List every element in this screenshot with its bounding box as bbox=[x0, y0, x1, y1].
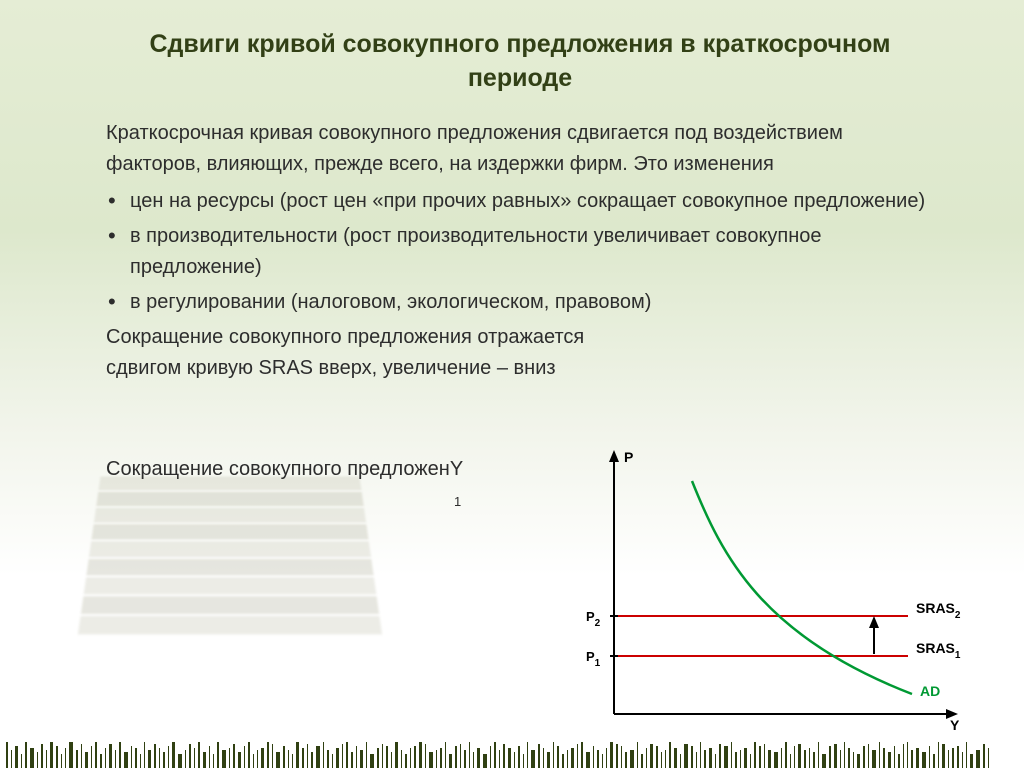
slide-content: Сдвиги кривой совокупного предложения в … bbox=[0, 0, 1024, 768]
caption-y-sub: 1 bbox=[454, 494, 461, 509]
ad-curve bbox=[692, 481, 912, 694]
x-axis-label: Y bbox=[950, 717, 960, 730]
list-item: в производительности (рост производитель… bbox=[130, 221, 934, 283]
ad-label: AD bbox=[920, 683, 940, 699]
sras1-label: SRAS1 bbox=[916, 640, 961, 661]
y-axis-label: P bbox=[624, 449, 633, 465]
caption-text: Сокращение совокупного предложен bbox=[106, 458, 450, 480]
p1-label: P1 bbox=[586, 649, 601, 669]
slide-title: Сдвиги кривой совокупного предложения в … bbox=[106, 28, 934, 96]
summary-paragraph: Сокращение совокупного предложения отраж… bbox=[106, 322, 586, 384]
bullet-list: цен на ресурсы (рост цен «при прочих рав… bbox=[106, 186, 934, 318]
caption-y: Y bbox=[450, 458, 463, 480]
p2-label: P2 bbox=[586, 609, 601, 629]
list-item: в регулировании (налоговом, экологическо… bbox=[130, 287, 934, 318]
sras2-label: SRAS2 bbox=[916, 600, 961, 621]
barcode-footer bbox=[0, 742, 1024, 768]
list-item: цен на ресурсы (рост цен «при прочих рав… bbox=[130, 186, 934, 217]
intro-paragraph: Краткосрочная кривая совокупного предлож… bbox=[106, 118, 934, 180]
sras-chart: P Y SRAS2 SRAS1 P2 P1 AD bbox=[572, 446, 964, 730]
y-axis-arrowhead bbox=[609, 450, 619, 462]
shift-arrow-head bbox=[869, 616, 879, 628]
